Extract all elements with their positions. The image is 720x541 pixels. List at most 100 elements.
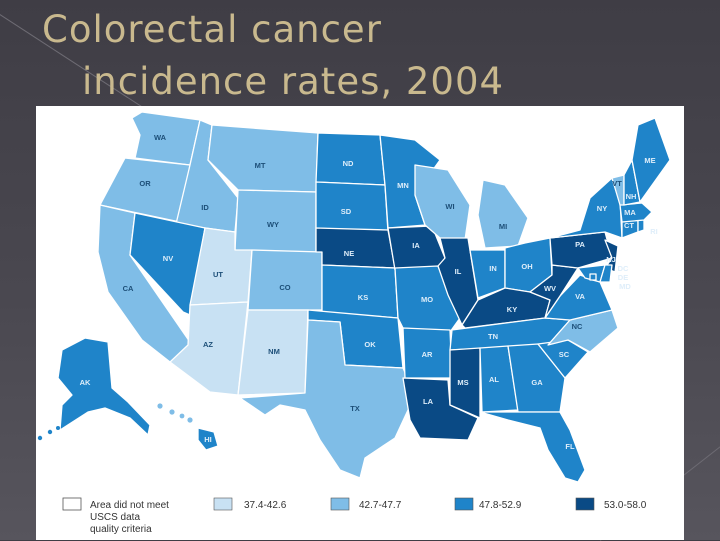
state-RI [637,219,645,233]
state-DC [589,273,597,281]
label-AL: AL [489,375,499,384]
state-TX [239,319,416,479]
state-NE [315,227,396,269]
state-LA [402,377,479,441]
hawaii-island [169,409,175,415]
state-SD [315,181,389,233]
alaska-islands [37,426,60,441]
label-PA: PA [575,240,585,249]
label-TX: TX [350,404,360,413]
label-TN: TN [488,332,498,341]
label-AK: AK [80,378,91,387]
legend-label-1: 37.4-42.6 [244,500,287,511]
state-MA [619,202,653,223]
legend-label-none-2: USCS data [90,512,140,523]
state-AK [57,337,151,436]
label-SD: SD [341,207,352,216]
legend-label-2: 42.7-47.7 [359,500,402,511]
states-layer [57,111,671,483]
label-NJ: NJ [606,255,616,264]
state-WV [529,264,579,319]
label-WY: WY [267,220,279,229]
label-NE: NE [344,249,354,258]
label-WA: WA [154,133,167,142]
label-VA: VA [575,292,585,301]
label-ND: ND [343,159,354,168]
state-HI [197,427,219,451]
state-IL [437,237,479,326]
state-NY [549,177,623,239]
legend-label-none-3: quality criteria [90,524,152,535]
label-RI: RI [650,227,658,236]
label-ME: ME [644,156,655,165]
hawaii-island [179,413,185,419]
label-MO: MO [421,295,433,304]
label-CO: CO [279,283,290,292]
label-CA: CA [123,284,134,293]
label-CT: CT [624,221,634,230]
state-MS [449,347,481,419]
hawaii-islands [157,403,193,423]
label-MI: MI [499,222,507,231]
state-KS [321,264,399,319]
hawaii-island [157,403,163,409]
legend-swatch-3 [454,497,474,511]
state-labels: WA OR CA ID NV MT WY UT CO AZ NM ND SD N… [80,133,658,451]
us-choropleth-map: WA OR CA ID NV MT WY UT CO AZ NM ND SD N… [37,111,671,535]
legend-label-3: 47.8-52.9 [479,500,522,511]
label-NM: NM [268,347,280,356]
label-NC: NC [572,322,583,331]
state-CO [247,249,323,311]
label-ID: ID [201,203,209,212]
label-IN: IN [489,264,497,273]
state-MI [477,179,529,249]
label-AR: AR [422,350,433,359]
label-MT: MT [255,161,266,170]
label-NH: NH [626,192,637,201]
label-HI: HI [204,435,212,444]
state-NV [129,212,206,316]
state-FL [479,411,586,483]
label-WV: WV [544,284,556,293]
legend-swatch-1 [213,497,233,511]
label-FL: FL [565,442,575,451]
legend-swatch-2 [330,497,350,511]
label-KY: KY [507,305,517,314]
label-WI: WI [445,202,454,211]
state-DE [599,264,613,283]
label-OR: OR [139,179,151,188]
label-AZ: AZ [203,340,213,349]
label-OK: OK [364,340,376,349]
label-LA: LA [423,397,434,406]
label-MA: MA [624,208,636,217]
alaska-island [56,426,60,430]
label-IL: IL [455,267,462,276]
label-GA: GA [531,378,543,387]
map-legend: Area did not meet USCS data quality crit… [62,497,647,535]
label-IA: IA [412,241,420,250]
legend-swatch-4 [575,497,595,511]
label-MD: MD [619,282,631,291]
hawaii-island [187,417,193,423]
legend-label-none-1: Area did not meet [90,500,169,511]
slide-title: Colorectal cancer incidence rates, 2004 [42,4,504,108]
legend-label-4: 53.0-58.0 [604,500,647,511]
slide-title-line-1: Colorectal cancer [42,8,382,51]
label-MN: MN [397,181,409,190]
label-KS: KS [358,293,368,302]
state-AZ [169,301,249,396]
label-DE: DE [618,273,628,282]
label-MS: MS [457,378,468,387]
label-UT: UT [213,270,223,279]
map-panel: WA OR CA ID NV MT WY UT CO AZ NM ND SD N… [36,106,684,540]
legend-swatch-none [62,497,82,511]
label-VT: VT [612,179,622,188]
alaska-island [47,429,53,435]
label-DC: DC [618,264,629,273]
label-OH: OH [521,262,532,271]
label-NY: NY [597,204,607,213]
label-NV: NV [163,254,173,263]
alaska-island [37,435,43,441]
slide-title-line-2: incidence rates, 2004 [82,60,505,103]
state-ME [631,117,671,203]
